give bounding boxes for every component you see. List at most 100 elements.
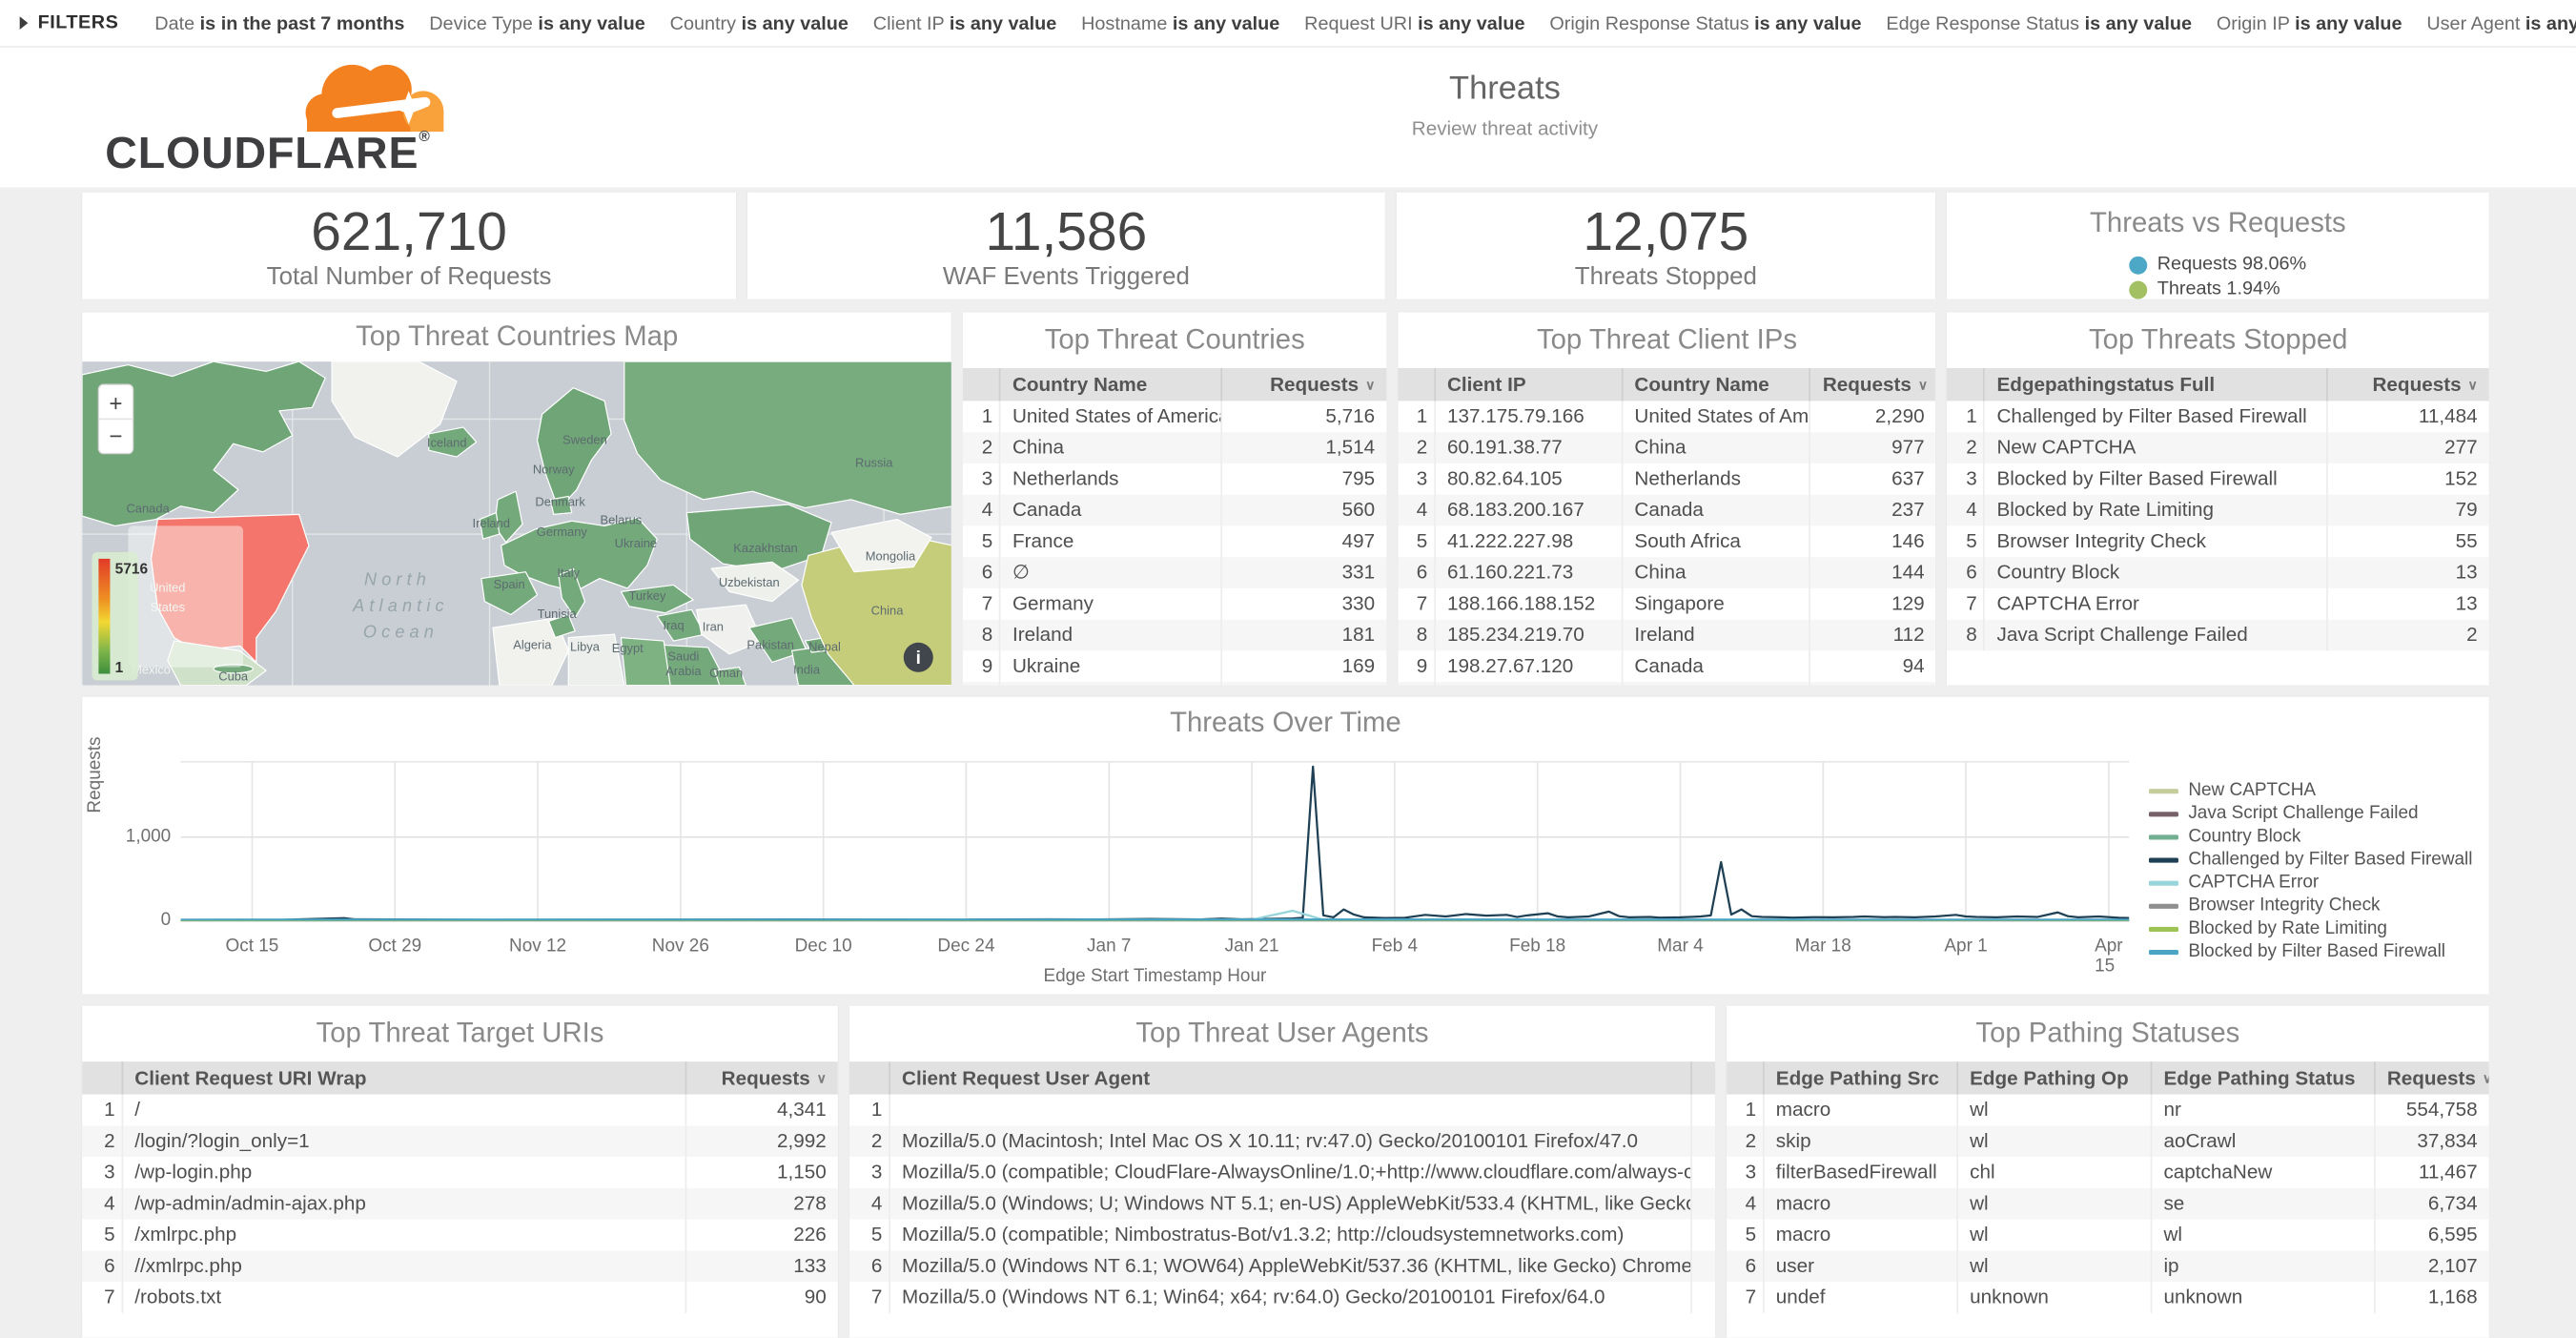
world-map[interactable]: CanadaUnitedStatesMexicoCubaIcelandIrela… [82,361,951,685]
filter-item[interactable]: Hostname is any value [1081,15,1279,35]
map-info-icon[interactable]: i [904,643,933,672]
filter-item[interactable]: Date is in the past 7 months [154,15,404,35]
column-header[interactable] [1690,1061,1715,1094]
column-header[interactable]: Requests∨ [1220,368,1386,401]
filter-item[interactable]: Edge Response Status is any value [1886,15,2192,35]
bottom-tables-row: Top Threat Target URIs Client Request UR… [82,1006,2489,1338]
table-row[interactable]: 6∅331 [963,557,1386,588]
row-rank: 3 [82,1157,121,1188]
column-header-label: Requests [2387,1066,2476,1089]
table-cell: United States of America [999,401,1220,432]
table-row[interactable]: 10Singapore158 [963,682,1386,685]
sort-desc-icon: ∨ [1365,378,1375,393]
table-row[interactable]: 1061.160.247.137China88 [1398,682,1935,685]
column-header[interactable]: Requests∨ [2326,368,2489,401]
column-header[interactable]: Requests∨ [685,1061,838,1094]
table-cell: /robots.txt [122,1282,685,1313]
column-header[interactable]: Country Name [1622,368,1809,401]
column-header[interactable]: Country Name [999,368,1220,401]
chart-legend-item[interactable]: CAPTCHA Error [2149,871,2473,894]
chart-legend-item[interactable]: Challenged by Filter Based Firewall [2149,848,2473,871]
column-header[interactable]: Requests∨ [2374,1061,2489,1094]
column-header[interactable]: Edge Pathing Src [1763,1061,1956,1094]
column-header[interactable]: Client IP [1434,368,1621,401]
chart-legend-item[interactable]: Java Script Challenge Failed [2149,802,2473,825]
column-header[interactable]: Edgepathingstatus Full [1984,368,2326,401]
filter-item[interactable]: Country is any value [670,15,848,35]
panel-title: Top Pathing Statuses [1727,1006,2489,1062]
table-row[interactable]: 1/4,341 [82,1095,838,1126]
column-header[interactable]: Client Request URI Wrap [122,1061,685,1094]
chart-legend-item[interactable]: Country Block [2149,825,2473,848]
zoom-in-button[interactable]: + [109,391,122,417]
column-header[interactable]: Edge Pathing Status [2151,1061,2374,1094]
filter-item[interactable]: Device Type is any value [429,15,645,35]
row-rank: 10 [1398,682,1434,685]
filter-item[interactable]: Client IP is any value [873,15,1056,35]
chart-legend-item[interactable]: New CAPTCHA [2149,779,2473,802]
chart-legend-item[interactable]: Browser Integrity Check [2149,894,2473,916]
filter-item[interactable]: Origin IP is any value [2217,15,2402,35]
column-header[interactable]: Requests∨ [1809,368,1936,401]
table-row[interactable]: 1 [849,1095,1715,1126]
filter-item[interactable]: User Agent is any value [2426,15,2576,35]
filter-item[interactable]: Origin Response Status is any value [1549,15,1861,35]
zoom-out-button[interactable]: − [109,423,122,449]
row-rank: 4 [849,1188,889,1220]
filter-field-value: is any value [1418,15,1524,35]
row-rank: 3 [963,463,999,495]
filter-item[interactable]: Request URI is any value [1304,15,1524,35]
chart-legend-item[interactable]: Blocked by Filter Based Firewall [2149,940,2473,963]
chart-legend-item[interactable]: Blocked by Rate Limiting [2149,917,2473,940]
column-header[interactable]: Client Request User Agent [889,1061,1690,1094]
column-header[interactable]: Edge Pathing Op [1956,1061,2150,1094]
filters-toggle[interactable]: FILTERS [20,13,119,33]
